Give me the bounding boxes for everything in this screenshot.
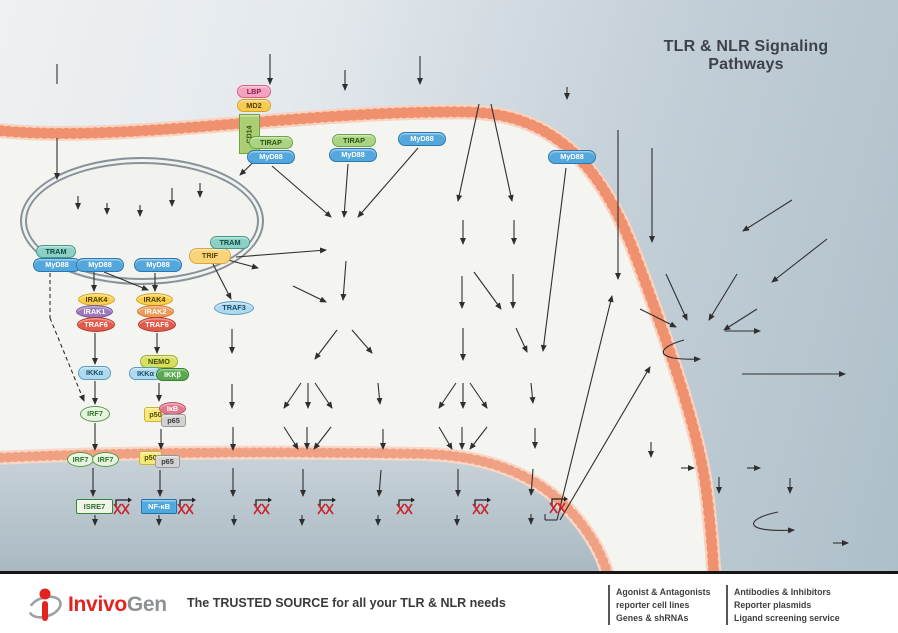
- footer-service-item: Antibodies & Inhibitors: [734, 587, 831, 597]
- dna-transcription-icon: [472, 497, 491, 515]
- pathway-diagram: LBP MD2 CD14 TIRAP MyD88 TIRAP MyD88 MyD88 MyD88…: [0, 0, 898, 571]
- node-myd88-endo1: MyD88: [33, 258, 81, 272]
- brand-wordmark: InvivoGen: [68, 593, 167, 616]
- node-irf7-c: IRF7: [92, 452, 119, 467]
- node-nfkb-a: NF-κB: [141, 499, 177, 514]
- node-ikkb-b: IKKβ: [156, 368, 189, 381]
- footer-service-item: Reporter plasmids: [734, 600, 812, 610]
- caspase-cleavage-arrow-2: [752, 511, 795, 534]
- invivogen-logo-icon: [28, 588, 62, 621]
- dna-transcription-icon: [317, 497, 336, 515]
- node-myd88-endo2: MyD88: [76, 258, 124, 272]
- node-irf7-b: IRF7: [67, 452, 94, 467]
- dna-transcription-icon: [253, 497, 272, 515]
- node-isre7: ISRE7: [76, 499, 113, 514]
- footer-service-item: reporter cell lines: [616, 600, 690, 610]
- node-traf3: TRAF3: [214, 301, 254, 315]
- node-lbp: LBP: [237, 85, 271, 98]
- footer-services-1: Agonist & Antagonists reporter cell line…: [616, 586, 710, 625]
- footer-services-2: Antibodies & Inhibitors Reporter plasmid…: [734, 586, 840, 625]
- node-irf7-a: IRF7: [80, 406, 110, 422]
- node-tirap-tlr4: TIRAP: [249, 136, 293, 149]
- node-myd88-tlr5: MyD88: [398, 132, 446, 146]
- node-myd88-tlr2: MyD88: [329, 148, 377, 162]
- node-myd88-tlr4: MyD88: [247, 150, 295, 164]
- node-tirap-tlr2: TIRAP: [332, 134, 376, 147]
- node-p65-b: p65: [155, 455, 180, 468]
- node-ikka-a: IKKα: [78, 366, 111, 380]
- node-myd88-endo3: MyD88: [134, 258, 182, 272]
- dna-transcription-icon: [549, 496, 568, 514]
- invivogen-logo: InvivoGen: [26, 583, 167, 627]
- footer-service-item: Genes & shRNAs: [616, 613, 689, 623]
- footer-service-item: Ligand screening service: [734, 613, 840, 623]
- footer-divider-2: [726, 585, 728, 625]
- node-tram-endo: TRAM: [36, 245, 76, 258]
- footer-service-item: Agonist & Antagonists: [616, 587, 711, 597]
- dna-transcription-icon: [177, 497, 196, 515]
- caspase-cleavage-arrow-1: [662, 339, 701, 363]
- footer-divider-1: [608, 585, 610, 625]
- node-traf6-a: TRAF6: [77, 317, 115, 332]
- page-title: TLR & NLR Signaling Pathways: [663, 38, 829, 73]
- node-p65-a: p65: [161, 414, 186, 427]
- node-traf6-b: TRAF6: [138, 317, 176, 332]
- dna-transcription-icon: [396, 497, 415, 515]
- node-md2: MD2: [237, 99, 271, 112]
- dna-transcription-icon: [113, 497, 132, 515]
- node-myd88-pamps: MyD88: [548, 150, 596, 164]
- node-trif: TRIF: [189, 248, 231, 264]
- footer-tagline: The TRUSTED SOURCE for all your TLR & NL…: [187, 596, 506, 610]
- footer-bar: InvivoGen The TRUSTED SOURCE for all you…: [0, 571, 898, 633]
- pathway-arrows: [49, 54, 849, 546]
- node-ikka-b: IKKα: [129, 367, 162, 380]
- node-tram-tlr4e: TRAM: [210, 236, 250, 249]
